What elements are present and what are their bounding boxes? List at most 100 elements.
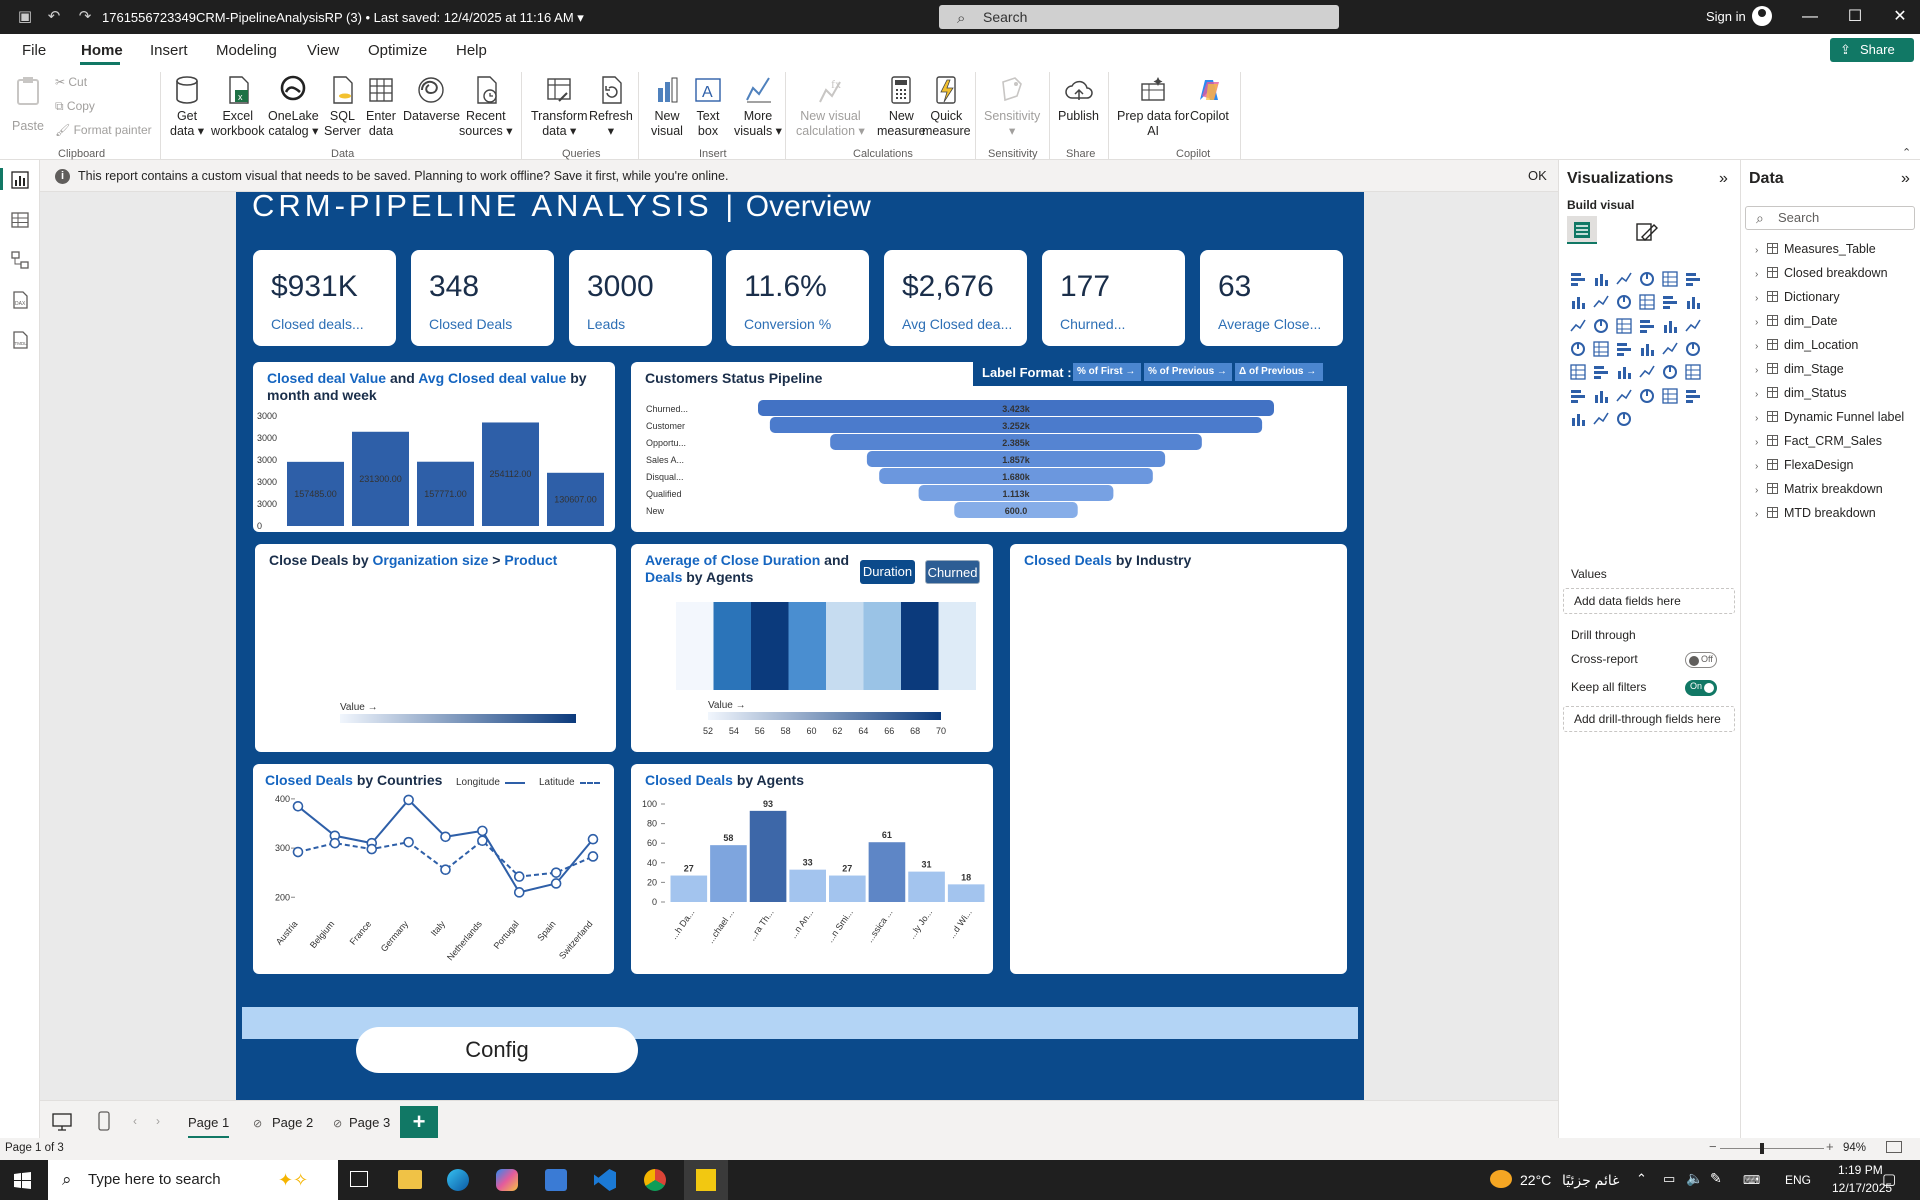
- collapse-ribbon-icon[interactable]: ⌃: [1902, 147, 1912, 159]
- visual-type-icon[interactable]: [1638, 387, 1656, 405]
- data-table-item[interactable]: › dim_Date: [1755, 314, 1838, 328]
- visual-type-icon[interactable]: [1684, 387, 1702, 405]
- tab-file[interactable]: File: [22, 42, 47, 59]
- duration-heatmap-card[interactable]: Average of Close Duration and Deals by A…: [631, 544, 993, 752]
- scroll-left-icon[interactable]: ‹: [133, 1114, 137, 1128]
- powerbi-taskbar-button[interactable]: [684, 1160, 728, 1200]
- tab-help[interactable]: Help: [456, 42, 487, 59]
- visual-type-icon[interactable]: [1592, 363, 1610, 381]
- zoom-slider-thumb[interactable]: [1760, 1143, 1764, 1154]
- duration-toggle-button[interactable]: Duration: [860, 560, 915, 584]
- countries-chart-card[interactable]: Closed Deals by Countries Longitude Lati…: [253, 764, 614, 974]
- sign-in-link[interactable]: Sign in: [1706, 9, 1746, 24]
- new-visual-button[interactable]: New visual: [651, 74, 683, 139]
- data-table-item[interactable]: › FlexaDesign: [1755, 458, 1854, 472]
- zoom-slider[interactable]: [1720, 1148, 1824, 1149]
- get-data-button[interactable]: Get data ▾: [170, 74, 204, 139]
- churned-toggle-button[interactable]: Churned: [925, 560, 980, 584]
- visual-type-icon[interactable]: [1615, 270, 1633, 288]
- drill-through-drop-zone[interactable]: Add drill-through fields here: [1563, 706, 1735, 732]
- visual-type-icon[interactable]: [1569, 387, 1587, 405]
- redo-icon[interactable]: ↷: [78, 8, 92, 25]
- kpi-card[interactable]: 63 Average Close...: [1200, 250, 1343, 346]
- report-view-icon[interactable]: [10, 170, 30, 190]
- chrome-icon[interactable]: [644, 1169, 666, 1191]
- table-view-icon[interactable]: [10, 210, 30, 230]
- page-tab[interactable]: Page 1: [188, 1115, 230, 1139]
- keep-filters-toggle[interactable]: On: [1685, 680, 1717, 696]
- language-indicator[interactable]: ENG: [1785, 1173, 1812, 1187]
- visual-type-icon[interactable]: [1615, 387, 1633, 405]
- add-page-button[interactable]: +: [400, 1106, 438, 1139]
- org-size-chart-card[interactable]: Close Deals by Organization size > Produ…: [255, 544, 616, 752]
- weather-temp[interactable]: 22°C: [1520, 1172, 1552, 1188]
- data-table-item[interactable]: › MTD breakdown: [1755, 506, 1876, 520]
- vscode-icon[interactable]: [594, 1169, 616, 1191]
- notifications-icon[interactable]: ▢: [1882, 1171, 1897, 1188]
- fit-to-page-icon[interactable]: [1886, 1141, 1902, 1153]
- visual-type-icon[interactable]: [1684, 270, 1702, 288]
- onelake-catalog-button[interactable]: OneLake catalog ▾: [268, 74, 319, 139]
- visual-type-icon[interactable]: [1615, 317, 1633, 335]
- chevron-up-icon[interactable]: ⌃: [1636, 1171, 1647, 1186]
- page-tab[interactable]: Page 3: [349, 1115, 391, 1130]
- visual-type-icon[interactable]: [1661, 317, 1679, 335]
- visual-type-icon[interactable]: [1569, 293, 1587, 311]
- visual-type-icon[interactable]: [1638, 270, 1656, 288]
- visual-type-icon[interactable]: [1661, 387, 1679, 405]
- format-pct-first-button[interactable]: % of First →: [1073, 363, 1141, 381]
- agents-chart-card[interactable]: Closed Deals by Agents 0 20 40 60 80 100 27...…: [631, 764, 993, 974]
- visual-type-icon[interactable]: [1661, 340, 1679, 358]
- quick-measure-button[interactable]: Quick measure: [922, 74, 971, 139]
- scroll-right-icon[interactable]: ›: [156, 1114, 160, 1128]
- visual-type-icon[interactable]: [1638, 363, 1656, 381]
- visual-type-icon[interactable]: [1615, 340, 1633, 358]
- visual-type-icon[interactable]: [1592, 340, 1610, 358]
- visual-type-icon[interactable]: [1638, 340, 1656, 358]
- window-title[interactable]: 1761556723349CRM-PipelineAnalysisRP (3) …: [102, 10, 584, 25]
- visual-type-icon[interactable]: [1592, 293, 1610, 311]
- close-window-icon[interactable]: ✕: [1893, 8, 1907, 25]
- config-button[interactable]: Config: [356, 1027, 638, 1073]
- input-method-icon[interactable]: ⌨: [1743, 1173, 1761, 1187]
- closed-value-chart-card[interactable]: Closed deal Value and Avg Closed deal va…: [253, 362, 615, 532]
- kpi-card[interactable]: $2,676 Avg Closed dea...: [884, 250, 1027, 346]
- pipeline-funnel-card[interactable]: Customers Status Pipeline 3.423k Churned.…: [631, 362, 1347, 532]
- visual-type-icon[interactable]: [1638, 317, 1656, 335]
- account-icon[interactable]: [1752, 6, 1772, 26]
- format-delta-previous-button[interactable]: Δ of Previous →: [1235, 363, 1323, 381]
- visual-type-icon[interactable]: [1592, 387, 1610, 405]
- refresh-button[interactable]: Refresh ▾: [589, 74, 633, 139]
- visual-type-icon[interactable]: [1592, 317, 1610, 335]
- pen-icon[interactable]: ✎: [1710, 1170, 1722, 1186]
- save-icon[interactable]: ▣: [17, 8, 33, 25]
- visual-type-icon[interactable]: [1569, 317, 1587, 335]
- visual-type-icon[interactable]: [1569, 340, 1587, 358]
- industry-chart-card[interactable]: Closed Deals by Industry: [1010, 544, 1347, 974]
- taskbar-search-input[interactable]: ⌕ Type here to search ✦✧: [48, 1160, 338, 1200]
- share-button[interactable]: ⇪ Share: [1830, 38, 1914, 62]
- clock-date[interactable]: 12/17/2025: [1832, 1181, 1893, 1195]
- publish-button[interactable]: Publish: [1058, 74, 1099, 124]
- mobile-layout-icon[interactable]: [98, 1111, 110, 1131]
- visual-type-icon[interactable]: [1684, 363, 1702, 381]
- sensitivity-button[interactable]: Sensitivity ▾: [984, 74, 1040, 139]
- visual-type-icon[interactable]: [1661, 270, 1679, 288]
- sql-server-button[interactable]: SQL Server: [324, 74, 361, 139]
- format-painter-button[interactable]: 🖌 Format painter: [55, 123, 152, 137]
- visual-type-icon[interactable]: [1684, 340, 1702, 358]
- format-visual-icon[interactable]: [1635, 220, 1659, 244]
- tab-insert[interactable]: Insert: [150, 42, 188, 59]
- collapse-data-icon[interactable]: »: [1901, 170, 1910, 187]
- collapse-visualizations-icon[interactable]: »: [1719, 170, 1728, 187]
- task-view-icon[interactable]: [350, 1171, 368, 1187]
- tab-optimize[interactable]: Optimize: [368, 42, 428, 59]
- kpi-card[interactable]: $931K Closed deals...: [253, 250, 396, 346]
- visual-type-icon[interactable]: [1592, 410, 1610, 428]
- data-table-item[interactable]: › Matrix breakdown: [1755, 482, 1883, 496]
- edge-icon[interactable]: [447, 1169, 469, 1191]
- zoom-out-icon[interactable]: −: [1709, 1139, 1717, 1154]
- kpi-card[interactable]: 11.6% Conversion %: [726, 250, 869, 346]
- recent-sources-button[interactable]: Recent sources ▾: [459, 74, 513, 139]
- clock-time[interactable]: 1:19 PM: [1838, 1163, 1883, 1177]
